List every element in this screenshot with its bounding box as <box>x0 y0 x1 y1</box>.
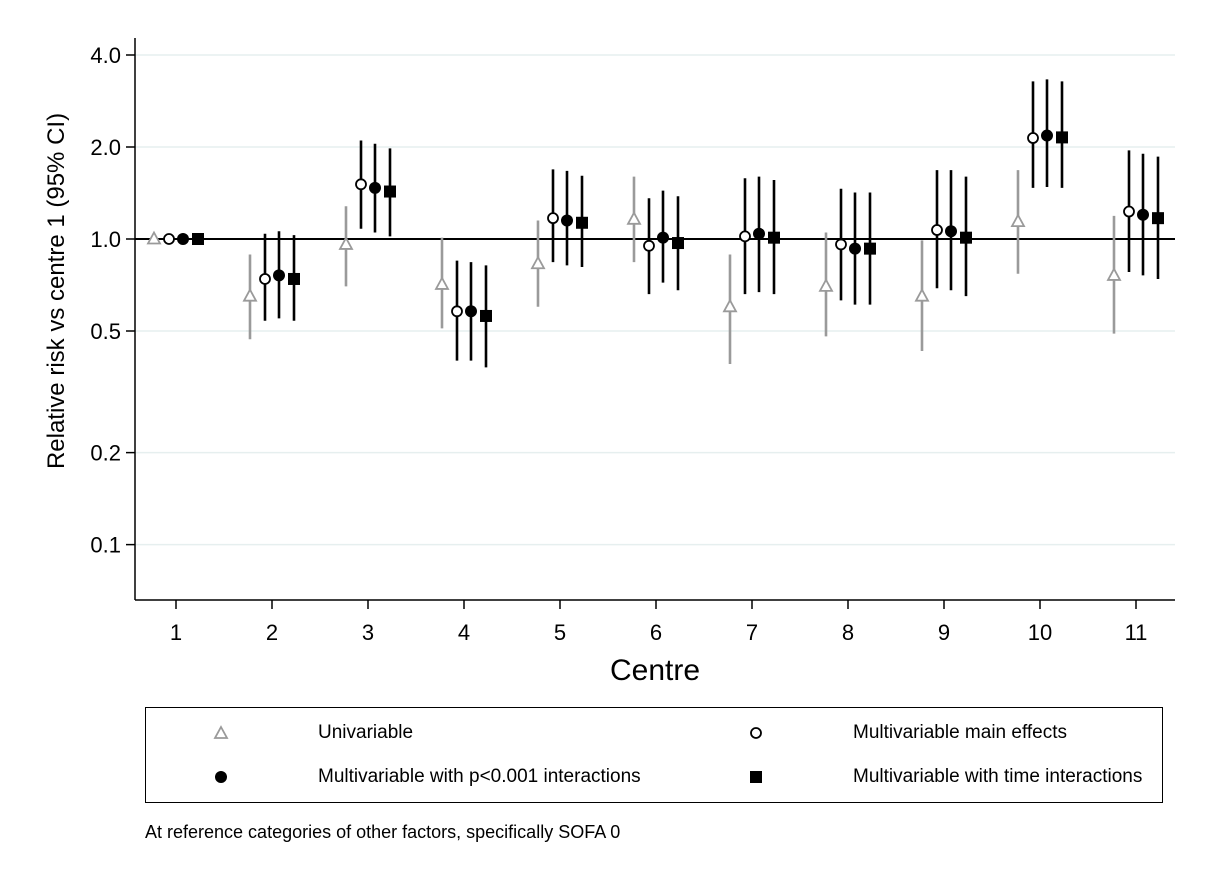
point-marker <box>384 185 396 198</box>
axes: 4.0 2.0 1.0 0.5 0.2 0.1 1 2 3 4 5 6 7 8 9 10 11 <box>90 38 1175 645</box>
point-marker <box>914 287 930 302</box>
series-square-filled <box>192 81 1164 368</box>
point-marker <box>273 269 285 282</box>
x-tick-label: 1 <box>170 620 182 645</box>
point-marker <box>818 277 834 292</box>
point-marker <box>672 237 684 250</box>
y-tick-label: 2.0 <box>90 135 121 160</box>
point-marker <box>960 231 972 244</box>
point-marker <box>163 233 175 245</box>
point-marker <box>576 216 588 229</box>
x-tick-label: 9 <box>938 620 950 645</box>
legend-label: Multivariable with time interactions <box>853 766 1143 787</box>
legend: Univariable Multivariable main effects M… <box>145 707 1163 803</box>
point-marker <box>931 224 943 236</box>
y-tick-label: 1.0 <box>90 227 121 252</box>
square-filled-icon <box>721 766 791 788</box>
legend-label: Multivariable with p<0.001 interactions <box>318 766 641 787</box>
point-marker <box>1056 131 1068 144</box>
point-marker <box>1010 213 1026 228</box>
point-marker <box>1123 205 1135 218</box>
point-marker <box>835 238 847 251</box>
point-marker <box>259 273 271 285</box>
legend-item-main-effects: Multivariable main effects <box>721 722 1067 744</box>
x-tick-label: 11 <box>1125 620 1148 645</box>
x-tick-label: 7 <box>746 620 758 645</box>
point-marker <box>1137 208 1149 221</box>
x-tick-label: 6 <box>650 620 662 645</box>
legend-item-univariable: Univariable <box>186 722 413 744</box>
point-marker <box>864 242 876 255</box>
series-triangle-open <box>146 170 1122 364</box>
point-marker <box>369 181 381 194</box>
data-series <box>146 79 1164 368</box>
point-marker <box>722 298 738 313</box>
y-tick-label: 0.2 <box>90 441 121 466</box>
gridlines <box>135 54 1175 546</box>
point-marker <box>530 255 546 270</box>
point-marker <box>1027 132 1039 144</box>
point-marker <box>177 233 189 245</box>
forest-plot: 4.0 2.0 1.0 0.5 0.2 0.1 1 2 3 4 5 6 7 8 9 10 11 Relative… <box>43 38 1175 687</box>
point-marker <box>739 230 751 243</box>
point-marker <box>451 305 463 318</box>
point-marker <box>434 276 450 290</box>
legend-item-time-interactions: Multivariable with time interactions <box>721 766 1142 788</box>
x-tick-label: 3 <box>362 620 374 645</box>
point-marker <box>355 178 367 191</box>
x-tick-label: 2 <box>266 620 278 645</box>
point-marker <box>146 230 162 245</box>
point-marker <box>753 227 765 240</box>
x-tick-label: 8 <box>842 620 854 645</box>
point-marker <box>192 233 204 245</box>
point-marker <box>338 236 354 250</box>
point-marker <box>626 210 642 225</box>
x-axis-title: Centre <box>610 654 700 687</box>
point-marker <box>1041 129 1053 142</box>
point-marker <box>480 309 492 322</box>
point-marker <box>657 231 669 244</box>
series-circle-filled <box>177 79 1149 361</box>
point-marker <box>849 242 861 255</box>
x-tick-label: 4 <box>458 620 470 645</box>
x-tick-label: 10 <box>1028 620 1052 645</box>
point-marker <box>288 272 300 285</box>
circle-open-icon <box>721 722 791 744</box>
y-tick-label: 0.5 <box>90 319 121 344</box>
point-marker <box>945 225 957 238</box>
series-circle-open <box>163 81 1135 361</box>
point-marker <box>242 287 258 302</box>
circle-filled-icon <box>186 766 256 788</box>
y-axis-title: Relative risk vs centre 1 (95% CI) <box>43 113 70 469</box>
point-marker <box>465 305 477 318</box>
point-marker <box>1152 212 1164 225</box>
point-marker <box>643 239 655 252</box>
legend-label: Multivariable main effects <box>853 722 1068 743</box>
legend-label: Univariable <box>318 722 414 743</box>
point-marker <box>768 231 780 244</box>
point-marker <box>547 212 559 225</box>
y-tick-label: 0.1 <box>90 533 121 558</box>
legend-item-p-interactions: Multivariable with p<0.001 interactions <box>186 766 641 788</box>
point-marker <box>1106 267 1122 281</box>
point-marker <box>561 214 573 227</box>
x-tick-label: 5 <box>554 620 566 645</box>
y-tick-label: 4.0 <box>90 43 121 68</box>
footnote: At reference categories of other factors… <box>145 822 621 842</box>
triangle-open-icon <box>186 722 256 744</box>
